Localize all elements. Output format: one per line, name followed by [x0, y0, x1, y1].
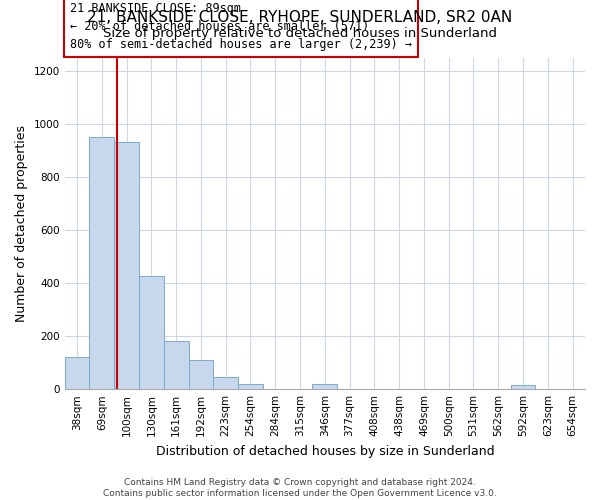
Bar: [511, 385, 535, 389]
Text: Size of property relative to detached houses in Sunderland: Size of property relative to detached ho…: [103, 28, 497, 40]
Bar: [114, 142, 139, 389]
Text: 21, BANKSIDE CLOSE, RYHOPE, SUNDERLAND, SR2 0AN: 21, BANKSIDE CLOSE, RYHOPE, SUNDERLAND, …: [88, 10, 512, 25]
Bar: [214, 376, 238, 389]
X-axis label: Distribution of detached houses by size in Sunderland: Distribution of detached houses by size …: [155, 444, 494, 458]
Text: Contains HM Land Registry data © Crown copyright and database right 2024.
Contai: Contains HM Land Registry data © Crown c…: [103, 478, 497, 498]
Bar: [188, 360, 214, 389]
Bar: [238, 384, 263, 389]
Bar: [164, 342, 188, 389]
Bar: [139, 276, 164, 389]
Bar: [89, 137, 114, 389]
Y-axis label: Number of detached properties: Number of detached properties: [15, 125, 28, 322]
Bar: [65, 358, 89, 389]
Text: 21 BANKSIDE CLOSE: 89sqm
← 20% of detached houses are smaller (571)
80% of semi-: 21 BANKSIDE CLOSE: 89sqm ← 20% of detach…: [70, 2, 412, 51]
Bar: [313, 384, 337, 389]
